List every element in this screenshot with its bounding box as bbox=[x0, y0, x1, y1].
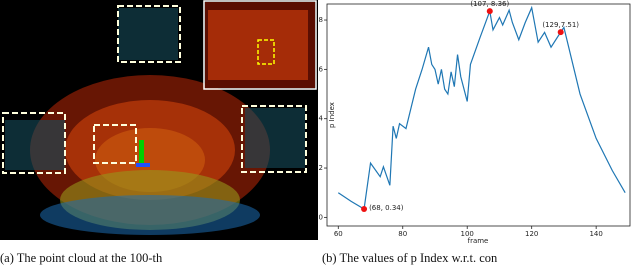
y-axis-label: p Index bbox=[328, 102, 336, 128]
y-tick-label: 6 bbox=[319, 65, 324, 73]
y-tick-label: 4 bbox=[319, 115, 324, 123]
caption-a: (a) The point cloud at the 100-th bbox=[0, 251, 163, 265]
x-tick-label: 140 bbox=[589, 230, 602, 238]
highlight-point bbox=[557, 29, 564, 36]
x-axis-label: frame bbox=[468, 237, 489, 245]
data-line bbox=[337, 5, 626, 210]
y-tick-label: 2 bbox=[319, 164, 323, 172]
plot-frame bbox=[326, 3, 631, 227]
annotation: (129,7.51) bbox=[542, 21, 579, 29]
highlight-point bbox=[361, 205, 368, 212]
x-tick-label: 100 bbox=[461, 230, 474, 238]
caption-b: (b) The values of p Index w.r.t. con bbox=[322, 251, 498, 265]
annotation: (68, 0.34) bbox=[369, 204, 404, 212]
x-tick-label: 60 bbox=[334, 230, 343, 238]
y-tick-label: 0 bbox=[319, 213, 323, 221]
x-tick-label: 80 bbox=[398, 230, 407, 238]
y-tick-label: 8 bbox=[319, 16, 323, 24]
highlight-point bbox=[486, 8, 493, 15]
point-cloud-image bbox=[0, 0, 318, 240]
line-chart: p Index frame 0 2 4 6 8 60 80 100 120 140 (68, 0.3… bbox=[319, 0, 631, 245]
x-tick-label: 120 bbox=[525, 230, 538, 238]
annotation: (107, 8.36) bbox=[470, 0, 509, 8]
